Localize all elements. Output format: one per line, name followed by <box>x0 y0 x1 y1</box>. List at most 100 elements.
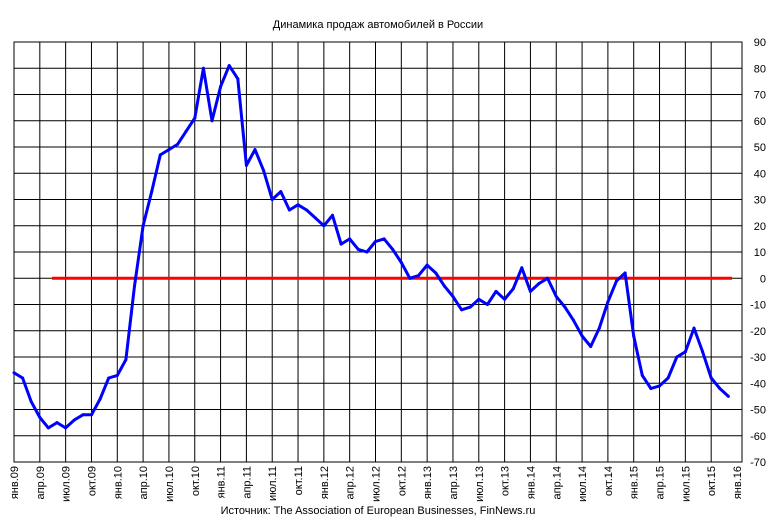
x-tick-label: апр.10 <box>138 466 150 499</box>
data-point <box>201 66 205 70</box>
data-point <box>150 190 154 194</box>
x-tick-label: июл.15 <box>680 466 692 502</box>
data-point <box>133 284 136 288</box>
y-tick-label: 50 <box>754 142 766 154</box>
data-point <box>640 373 644 377</box>
data-point <box>331 213 334 217</box>
data-point <box>425 263 429 267</box>
data-point <box>442 284 446 288</box>
data-point <box>270 198 274 201</box>
x-tick-label: окт.12 <box>396 466 408 496</box>
x-tick-label: июл.11 <box>267 466 279 501</box>
data-point <box>313 216 317 220</box>
y-tick-label: 90 <box>754 37 766 49</box>
x-tick-label: июл.13 <box>474 466 486 502</box>
data-point <box>537 282 541 285</box>
x-axis: янв.09 апр.09 июл.09 окт.09 янв.10 апр.10 июл.… <box>9 466 744 502</box>
x-tick-label: янв.16 <box>732 466 744 499</box>
data-point <box>90 413 93 417</box>
y-tick-label: -70 <box>750 457 766 469</box>
data-point <box>417 274 420 278</box>
data-point <box>572 318 575 322</box>
y-tick-label: 10 <box>754 247 766 259</box>
data-point <box>107 376 111 380</box>
y-tick-label: 80 <box>754 63 766 75</box>
data-point <box>563 305 567 309</box>
x-tick-label: июл.14 <box>577 466 589 502</box>
x-tick-label: янв.12 <box>319 466 331 499</box>
data-point <box>503 297 507 301</box>
x-tick-label: окт.09 <box>86 466 98 496</box>
data-point <box>356 247 360 251</box>
y-tick-label: -30 <box>750 352 766 364</box>
y-tick-label: 70 <box>754 90 766 102</box>
data-point <box>485 303 489 306</box>
data-point <box>709 376 713 380</box>
chart-source: Источник: The Association of European Bu… <box>221 505 536 517</box>
data-point <box>632 334 636 338</box>
data-point <box>210 119 214 123</box>
data-point <box>305 208 309 212</box>
data-point <box>64 426 68 430</box>
x-tick-label: июл.12 <box>371 466 383 502</box>
data-point <box>55 421 59 425</box>
data-point <box>477 297 481 301</box>
data-point <box>72 418 76 422</box>
x-tick-label: июл.09 <box>61 466 73 502</box>
x-tick-label: окт.10 <box>190 466 202 496</box>
data-point <box>348 237 352 241</box>
data-point <box>38 415 42 419</box>
chart-title: Динамика продаж автомобилей в России <box>273 19 483 31</box>
data-point <box>589 345 593 348</box>
data-point <box>597 326 601 330</box>
data-point <box>528 289 532 293</box>
data-point <box>158 153 162 157</box>
data-point <box>520 266 524 270</box>
x-tick-label: янв.14 <box>525 466 537 499</box>
y-tick-label: -20 <box>750 326 766 338</box>
y-axis: 90 80 70 60 50 40 30 20 10 0 -10 -20 -30 -40 -50 -60 -70 <box>750 37 766 469</box>
data-point <box>692 326 696 330</box>
data-point <box>98 397 102 401</box>
data-point <box>176 142 179 146</box>
data-point <box>494 289 498 293</box>
data-point <box>219 85 223 89</box>
data-point <box>81 413 85 417</box>
grid <box>14 41 742 463</box>
data-point <box>649 387 653 390</box>
data-point <box>382 237 386 241</box>
x-tick-label: янв.10 <box>112 466 124 499</box>
y-tick-label: -10 <box>750 300 766 312</box>
data-point <box>184 129 188 133</box>
x-tick-label: янв.13 <box>422 466 434 499</box>
data-point <box>554 295 558 299</box>
data-point <box>623 271 627 275</box>
data-point <box>244 163 248 167</box>
y-tick-label: -40 <box>750 378 766 390</box>
data-point <box>399 261 403 264</box>
data-point <box>167 148 171 152</box>
x-tick-label: окт.11 <box>293 466 305 495</box>
data-point <box>408 276 412 280</box>
y-tick-label: 0 <box>760 273 766 285</box>
series-layer <box>12 64 732 430</box>
data-point <box>580 334 584 338</box>
y-tick-label: 30 <box>754 195 766 207</box>
data-point <box>29 400 33 404</box>
data-point <box>141 224 145 228</box>
x-tick-label: апр.12 <box>345 466 357 499</box>
x-tick-label: апр.15 <box>655 466 667 499</box>
data-point <box>193 116 197 120</box>
plot-area-border <box>13 41 743 463</box>
data-point <box>262 169 266 173</box>
data-point <box>253 148 257 152</box>
x-tick-label: апр.11 <box>241 466 253 499</box>
x-tick-label: окт.14 <box>603 466 615 496</box>
data-point <box>666 376 670 380</box>
data-point <box>511 287 515 291</box>
y-tick-label: -60 <box>750 431 766 443</box>
data-point <box>606 300 610 304</box>
data-point <box>615 279 618 283</box>
data-point <box>374 240 377 243</box>
x-tick-label: июл.10 <box>164 466 176 502</box>
